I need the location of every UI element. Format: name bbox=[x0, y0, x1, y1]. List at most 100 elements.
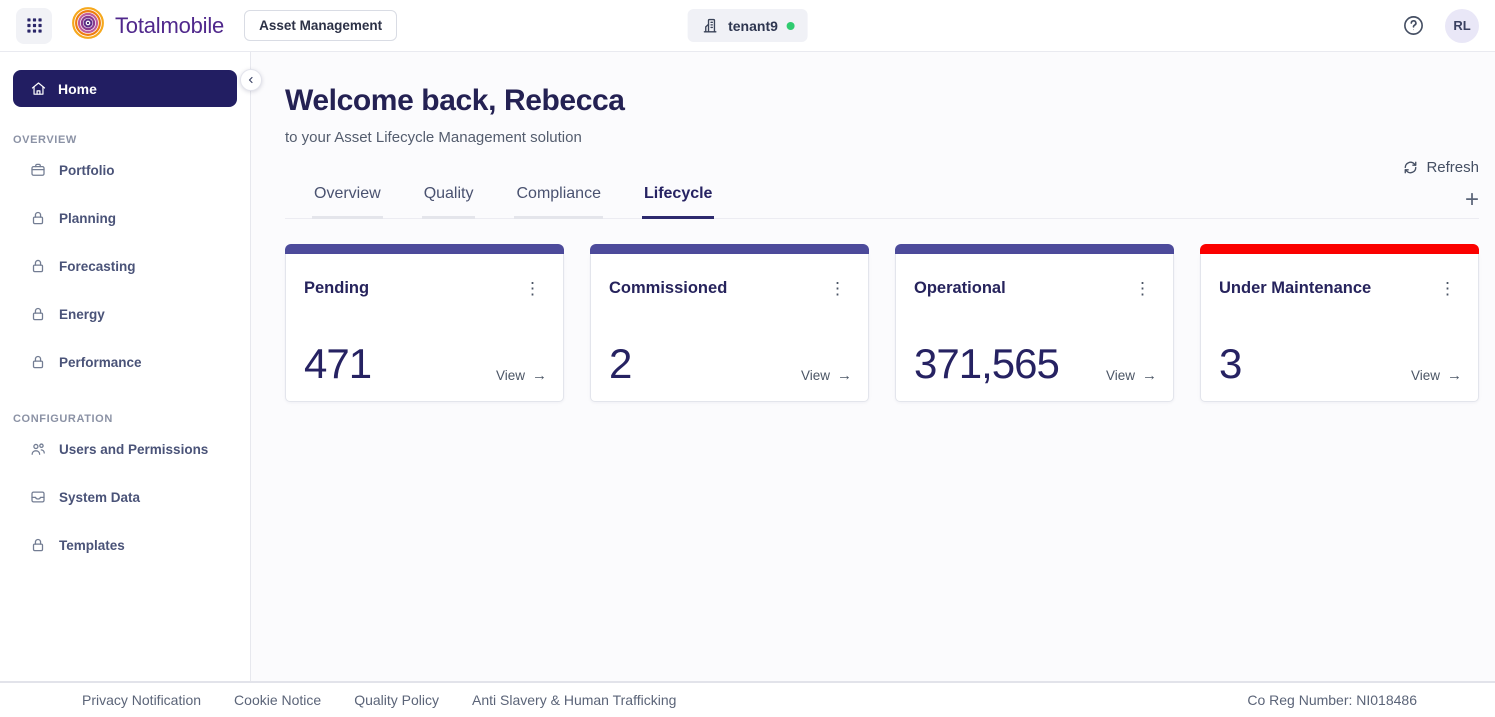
sidebar-item-users-and-permissions[interactable]: Users and Permissions bbox=[0, 425, 250, 473]
building-icon bbox=[700, 16, 719, 35]
footer-link-cookie-notice[interactable]: Cookie Notice bbox=[234, 692, 322, 708]
card-value: 3 bbox=[1219, 340, 1242, 387]
view-link[interactable]: View → bbox=[1106, 367, 1157, 384]
refresh-button[interactable]: Refresh bbox=[1402, 159, 1479, 176]
sidebar: Home OVERVIEW Portfolio Planning bbox=[0, 52, 251, 681]
sidebar-section-overview: OVERVIEW bbox=[13, 134, 77, 146]
view-label: View bbox=[800, 368, 830, 383]
home-icon bbox=[30, 80, 47, 97]
sidebar-item-label: System Data bbox=[59, 489, 141, 505]
content-row: Home OVERVIEW Portfolio Planning bbox=[0, 52, 1495, 681]
arrow-right-icon: → bbox=[837, 367, 852, 384]
tab-compliance[interactable]: Compliance bbox=[514, 175, 603, 219]
sidebar-item-label: Users and Permissions bbox=[59, 441, 209, 457]
card-operational: Operational ⋮ 371,565 View → bbox=[895, 244, 1174, 402]
add-tab-button[interactable]: + bbox=[1465, 188, 1479, 212]
view-link[interactable]: View → bbox=[801, 367, 852, 384]
card-value: 371,565 bbox=[914, 340, 1060, 387]
kebab-menu-icon[interactable]: ⋮ bbox=[1439, 279, 1456, 298]
card-commissioned: Commissioned ⋮ 2 View → bbox=[590, 244, 869, 402]
view-link[interactable]: View → bbox=[1411, 367, 1462, 384]
sidebar-item-portfolio[interactable]: Portfolio bbox=[0, 146, 250, 194]
help-button[interactable] bbox=[1402, 14, 1425, 37]
status-cards: Pending ⋮ 471 View → Commissioned ⋮ bbox=[285, 244, 1479, 402]
view-label: View bbox=[1105, 368, 1135, 383]
kebab-menu-icon[interactable]: ⋮ bbox=[1134, 279, 1151, 298]
view-label: View bbox=[495, 368, 525, 383]
users-icon bbox=[29, 440, 47, 458]
lock-icon bbox=[29, 305, 47, 323]
sidebar-item-label: Templates bbox=[59, 537, 125, 553]
sidebar-item-label: Forecasting bbox=[59, 258, 136, 274]
sidebar-item-performance[interactable]: Performance bbox=[0, 338, 250, 386]
arrow-right-icon: → bbox=[1447, 367, 1462, 384]
card-value: 2 bbox=[609, 340, 632, 387]
sidebar-item-planning[interactable]: Planning bbox=[0, 194, 250, 242]
sidebar-item-home[interactable]: Home bbox=[13, 70, 237, 107]
refresh-icon bbox=[1402, 159, 1419, 176]
lock-icon bbox=[29, 257, 47, 275]
briefcase-icon bbox=[29, 161, 47, 179]
kebab-menu-icon[interactable]: ⋮ bbox=[829, 279, 846, 298]
question-circle-icon bbox=[1402, 14, 1425, 37]
sidebar-item-label: Home bbox=[58, 80, 97, 97]
footer-link-privacy-notification[interactable]: Privacy Notification bbox=[82, 692, 202, 708]
sidebar-item-energy[interactable]: Energy bbox=[0, 290, 250, 338]
topbar-actions: RL bbox=[1402, 8, 1479, 43]
avatar-initials: RL bbox=[1453, 18, 1471, 33]
user-avatar[interactable]: RL bbox=[1445, 8, 1479, 43]
footer-links: Privacy Notification Cookie Notice Quali… bbox=[82, 692, 676, 708]
card-accent-bar bbox=[285, 244, 564, 254]
view-label: View bbox=[1410, 368, 1440, 383]
footer: Privacy Notification Cookie Notice Quali… bbox=[0, 681, 1495, 717]
tenant-name: tenant9 bbox=[728, 17, 778, 34]
sidebar-item-label: Performance bbox=[59, 354, 142, 370]
totalmobile-spiral-icon bbox=[70, 5, 106, 46]
page-subtitle: to your Asset Lifecycle Management solut… bbox=[285, 129, 582, 146]
company-registration-number: Co Reg Number: NI018486 bbox=[1247, 692, 1417, 708]
grid-icon bbox=[25, 16, 44, 35]
app-launcher-button[interactable] bbox=[16, 7, 52, 44]
tab-quality[interactable]: Quality bbox=[421, 175, 476, 219]
sidebar-collapse-button[interactable] bbox=[240, 69, 262, 91]
lock-icon bbox=[29, 209, 47, 227]
card-body: Under Maintenance ⋮ 3 View → bbox=[1200, 254, 1479, 402]
tenant-selector[interactable]: tenant9 bbox=[687, 9, 808, 42]
sidebar-item-forecasting[interactable]: Forecasting bbox=[0, 242, 250, 290]
kebab-menu-icon[interactable]: ⋮ bbox=[524, 279, 541, 298]
topbar: Totalmobile Asset Management tenant9 bbox=[0, 0, 1495, 52]
card-accent-bar bbox=[895, 244, 1174, 254]
plus-icon: + bbox=[1464, 186, 1479, 213]
brand-logo[interactable]: Totalmobile bbox=[70, 5, 224, 46]
footer-link-quality-policy[interactable]: Quality Policy bbox=[354, 692, 440, 708]
card-under-maintenance: Under Maintenance ⋮ 3 View → bbox=[1200, 244, 1479, 402]
lock-icon bbox=[29, 353, 47, 371]
sidebar-item-system-data[interactable]: System Data bbox=[0, 473, 250, 521]
tab-overview[interactable]: Overview bbox=[312, 175, 383, 219]
card-accent-bar bbox=[1200, 244, 1479, 254]
arrow-right-icon: → bbox=[532, 367, 547, 384]
lock-icon bbox=[29, 536, 47, 554]
online-status-dot bbox=[786, 21, 795, 30]
sidebar-item-label: Portfolio bbox=[59, 162, 115, 178]
card-body: Commissioned ⋮ 2 View → bbox=[590, 254, 869, 402]
card-value: 471 bbox=[304, 340, 372, 387]
footer-link-anti-slavery[interactable]: Anti Slavery & Human Trafficking bbox=[472, 692, 677, 708]
card-body: Pending ⋮ 471 View → bbox=[285, 254, 564, 402]
view-link[interactable]: View → bbox=[496, 367, 547, 384]
brand-name: Totalmobile bbox=[115, 12, 225, 38]
page-title: Welcome back, Rebecca bbox=[285, 84, 625, 117]
card-title: Pending bbox=[304, 279, 370, 297]
refresh-label: Refresh bbox=[1426, 159, 1479, 176]
sidebar-item-templates[interactable]: Templates bbox=[0, 521, 250, 569]
sidebar-item-label: Energy bbox=[59, 306, 105, 322]
tab-bar: Overview Quality Compliance Lifecycle + bbox=[285, 175, 1479, 219]
chevron-left-icon bbox=[245, 74, 257, 86]
card-title: Operational bbox=[914, 279, 1006, 297]
card-title: Under Maintenance bbox=[1219, 279, 1372, 297]
card-accent-bar bbox=[590, 244, 869, 254]
main-content: Welcome back, Rebecca to your Asset Life… bbox=[251, 52, 1495, 681]
tab-lifecycle[interactable]: Lifecycle bbox=[641, 175, 715, 219]
asset-management-button[interactable]: Asset Management bbox=[244, 10, 398, 41]
card-title: Commissioned bbox=[609, 279, 728, 297]
